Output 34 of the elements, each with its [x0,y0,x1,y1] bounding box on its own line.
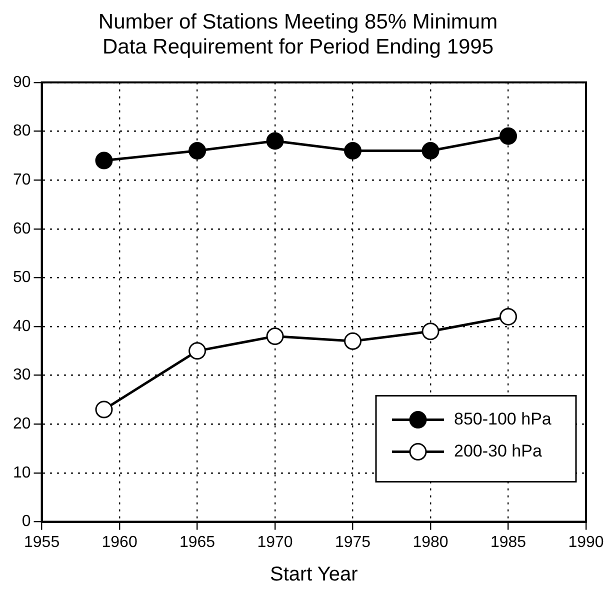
y-tick-label: 20 [13,416,31,433]
x-tick-label: 1975 [334,534,371,551]
y-tick-label: 50 [13,269,31,286]
y-tick-label: 60 [13,220,31,238]
point [188,142,206,160]
point [500,127,518,145]
point [422,322,440,340]
point [95,400,113,418]
point [344,142,362,160]
point [188,342,206,360]
point [95,152,113,170]
x-tick-label: 1990 [568,534,604,551]
point [500,308,518,326]
point [422,142,440,160]
x-axis-title: Start Year [270,564,358,586]
point [344,332,362,350]
y-tick-label: 90 [13,74,31,91]
y-tick-label: 0 [22,513,31,530]
x-tick-label: 1980 [412,534,448,551]
legend-label: 200-30 hPa [454,441,542,460]
point [266,328,284,346]
y-tick-label: 40 [13,318,31,335]
y-tick-label: 10 [13,464,31,482]
x-tick-label: 1955 [24,534,60,551]
chart-title: Number of Stations Meeting 85% Minimum Data Requirement for Period Ending 1995 [98,10,498,59]
y-tick-label: 80 [13,122,31,140]
y-tick-label: 30 [13,366,31,384]
y-tick-label: 70 [13,171,31,188]
x-tick-label: 1965 [179,534,216,551]
point [266,132,284,150]
x-tick-label: 1970 [257,534,293,551]
legend-label: 850-100 hPa [454,409,552,428]
x-tick-label: 1960 [102,534,138,551]
x-tick-label: 1985 [490,534,526,551]
